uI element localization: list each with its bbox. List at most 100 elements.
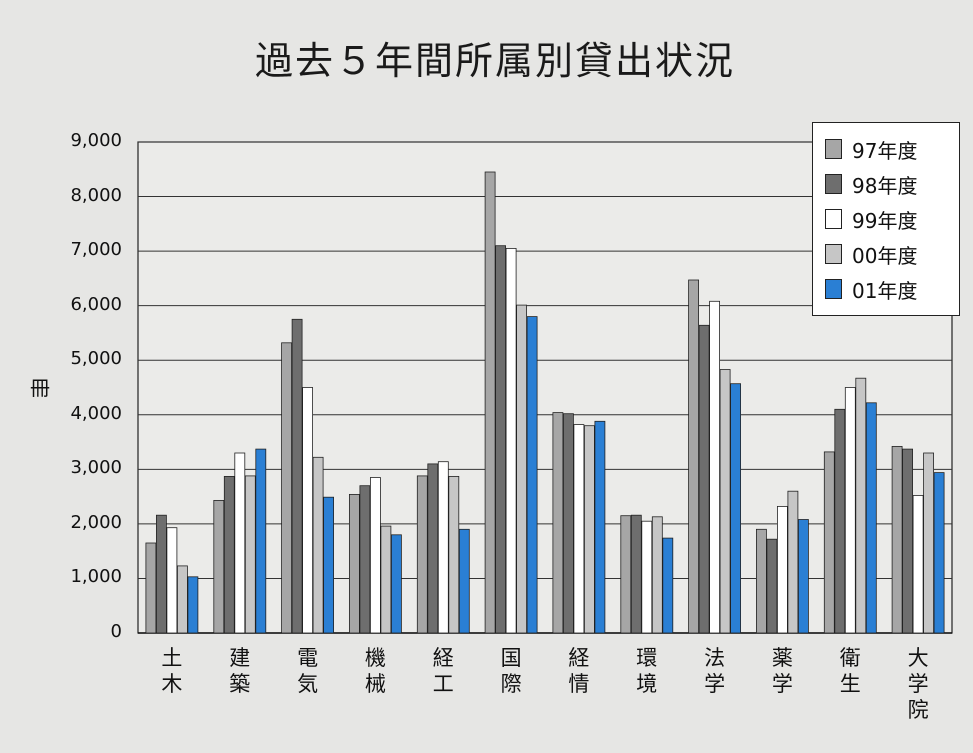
legend-swatch [825,279,842,299]
bar [390,534,402,634]
bar [756,528,767,634]
x-category-label: 建築 [229,646,251,696]
legend-label: 98年度 [852,173,918,198]
legend-swatch [825,244,842,264]
bar [359,485,371,634]
bar [552,412,564,634]
x-category-label: 電気 [297,646,319,696]
legend-swatch [825,209,842,229]
bar [369,477,381,634]
bar [641,520,653,634]
bar [323,496,335,634]
legend-item: 98年度 [825,170,917,198]
y-tick-label: 4,000 [70,402,122,424]
y-tick-label: 8,000 [70,184,122,206]
chart-title: 過去５年間所属別貸出状況 [254,39,735,83]
bar [787,490,799,634]
bar [484,171,496,634]
legend-label: 00年度 [852,243,918,268]
x-category-label: 経情 [568,646,590,696]
y-tick-label: 6,000 [70,293,122,315]
bar [777,505,788,634]
legend-label: 99年度 [852,208,918,233]
bar [584,425,595,634]
bar [526,316,538,634]
x-category-label: 大学院 [907,646,929,722]
y-tick-label: 9,000 [70,130,122,151]
x-category-label: 国際 [500,646,522,696]
bar [505,247,517,634]
y-tick-label: 3,000 [70,457,122,479]
bar [662,537,674,634]
bar [187,576,199,634]
legend-item: 99年度 [825,205,917,233]
bar [458,528,470,634]
bar [380,525,392,634]
bar [766,538,778,634]
x-category-label: 機械 [364,646,386,696]
x-category-label: 法学 [704,646,726,696]
x-category-label: 土木 [161,646,183,696]
bar [448,475,460,634]
bar [709,300,720,634]
bar [348,493,360,634]
legend: 97年度 98年度 99年度 00年度 01年度 [812,122,960,316]
legend-item: 97年度 [825,135,917,163]
y-tick-label: 7,000 [70,239,122,261]
legend-item: 00年度 [825,240,917,268]
bar [620,515,632,634]
bar [213,499,225,634]
bar [730,383,741,634]
bar [688,279,699,634]
legend-label: 01年度 [852,278,918,303]
bar [844,387,856,634]
bar [516,304,527,634]
y-tick-label: 2,000 [70,511,122,533]
y-tick-label: 0 [110,621,122,642]
bar [427,463,439,634]
bar [651,516,663,634]
bar [891,445,903,634]
bar [145,542,157,634]
bar [698,324,710,634]
bar [302,387,314,634]
y-tick-label: 5,000 [70,348,122,370]
bar [719,369,731,634]
bar [855,377,867,634]
bar [573,424,585,634]
legend-swatch [825,139,842,159]
bar [244,475,256,634]
legend-swatch [825,174,842,194]
bar [933,472,945,634]
x-category-label: 衛生 [839,646,861,696]
bar [281,342,293,634]
bar [495,245,507,634]
bar [563,413,574,634]
bar [594,420,606,634]
y-axis-label: 冊 [30,376,50,400]
bar [255,448,267,634]
bar [798,519,809,634]
bar [912,495,924,634]
bar [416,475,428,634]
legend-label: 97年度 [852,138,918,163]
bar [902,448,913,634]
bar [312,456,324,634]
bar [834,408,846,634]
bar [234,452,246,634]
bar [823,451,835,634]
bar [291,318,303,634]
bar [630,514,642,634]
x-category-label: 環境 [636,646,658,696]
bar [223,475,235,634]
bar [923,452,934,634]
bar [865,402,877,634]
legend-item: 01年度 [825,275,917,303]
bar [437,461,449,634]
bar [176,565,188,634]
x-category-label: 薬学 [771,646,793,696]
bar [166,527,178,634]
x-category-label: 経工 [432,646,454,696]
